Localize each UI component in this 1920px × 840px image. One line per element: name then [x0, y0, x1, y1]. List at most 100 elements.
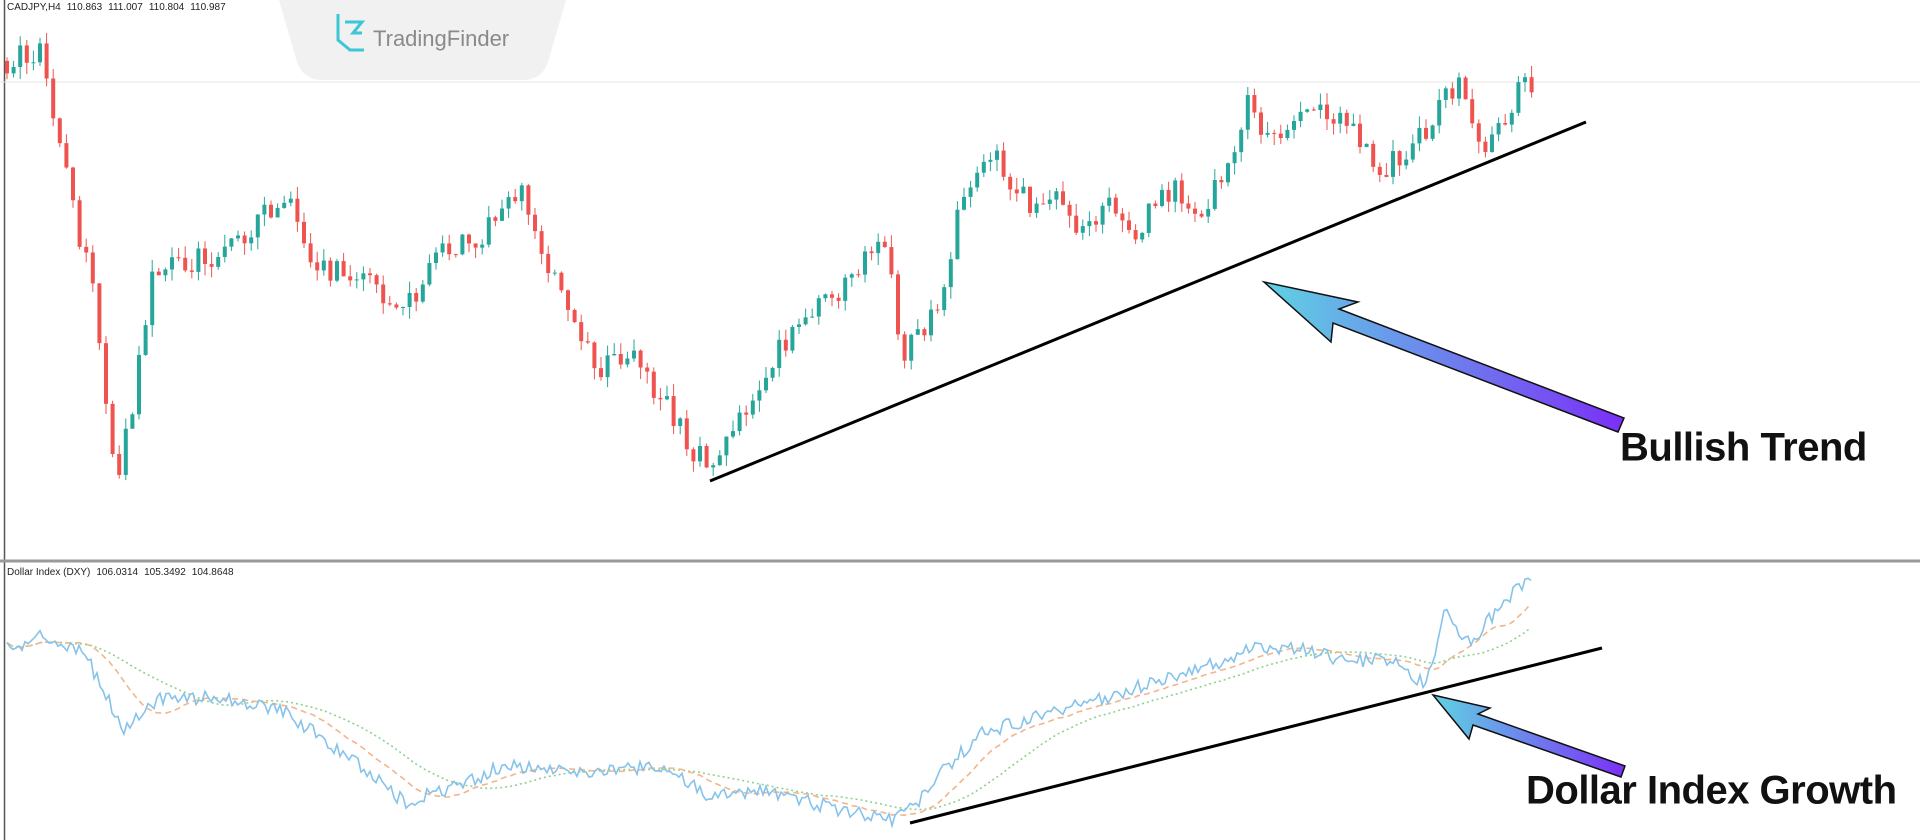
candle-body — [1311, 109, 1316, 111]
candle-body — [975, 172, 980, 188]
candle-body — [1014, 189, 1019, 194]
candle-body — [1061, 191, 1065, 205]
candle-body — [1523, 77, 1527, 83]
candle-body — [645, 367, 650, 372]
candle-body — [1490, 134, 1494, 153]
candle-body — [163, 269, 168, 276]
candle-body — [269, 204, 273, 218]
candle-body — [823, 294, 828, 299]
candle-body — [401, 306, 405, 308]
candle-body — [18, 45, 23, 67]
candle-body — [1463, 77, 1468, 100]
candle-body — [764, 377, 768, 391]
trend-arrow — [1261, 280, 1625, 433]
candle-body — [170, 257, 174, 270]
dxy-arrow — [1431, 693, 1626, 778]
candle-body — [1179, 180, 1184, 204]
candle-body — [1509, 112, 1514, 125]
candle-body — [447, 243, 452, 255]
candle-body — [770, 367, 775, 378]
candle-body — [1252, 95, 1257, 113]
ohlc-value: 110.863 — [67, 2, 103, 13]
candle-body — [71, 167, 75, 201]
logo-backdrop — [279, 0, 566, 80]
candle-body — [1272, 132, 1277, 134]
candle-body — [711, 465, 716, 468]
candle-body — [1443, 88, 1448, 100]
candle-body — [1080, 226, 1085, 233]
candle-body — [31, 62, 36, 64]
candle-body — [783, 339, 788, 351]
candle-body — [222, 246, 227, 257]
candle-body — [315, 262, 320, 271]
candle-body — [717, 455, 722, 466]
candle-body — [64, 143, 69, 168]
indicator-name: Dollar Index (DXY) — [7, 567, 90, 578]
candle-body — [1140, 232, 1145, 240]
candle-body — [962, 196, 966, 210]
candle-body — [143, 325, 148, 355]
candle-body — [176, 257, 181, 259]
candle-body — [500, 208, 504, 221]
candle-body — [255, 214, 260, 238]
candle-body — [1008, 176, 1013, 190]
candle-body — [1344, 112, 1349, 126]
annotation-bullish: Bullish Trend — [1620, 426, 1867, 470]
candle-body — [955, 209, 960, 260]
candle-body — [1351, 123, 1356, 126]
candle-body — [1239, 129, 1244, 153]
trend-line — [709, 120, 1587, 483]
candle-body — [737, 412, 742, 432]
candle-body — [810, 316, 815, 318]
candle-body — [394, 304, 399, 308]
candle-body — [11, 66, 16, 74]
candle-body — [282, 202, 287, 208]
candle-body — [387, 303, 392, 305]
ohlc-value: 111.007 — [108, 2, 143, 13]
candle-body — [1001, 150, 1006, 177]
candle-body — [137, 354, 141, 415]
candle-body — [731, 431, 735, 437]
candle-body — [183, 257, 188, 271]
candle-body — [473, 243, 478, 248]
candle-body — [552, 272, 557, 274]
candle-body — [698, 446, 702, 462]
candle-body — [863, 251, 867, 275]
candle-body — [44, 43, 49, 79]
candle-body — [1245, 95, 1250, 130]
candle-body — [533, 214, 537, 232]
logo-icon — [336, 14, 366, 52]
candle-body — [1232, 152, 1237, 164]
candle-body — [1476, 123, 1481, 142]
candle-body — [1153, 203, 1158, 206]
candle-body — [1021, 186, 1026, 194]
candle-body — [348, 276, 353, 281]
candle-body — [671, 396, 676, 427]
candle-body — [368, 273, 372, 276]
candle-body — [1047, 199, 1052, 204]
candle-body — [599, 368, 603, 378]
candle-body — [381, 284, 386, 304]
candle-body — [440, 243, 445, 253]
candle-body — [658, 397, 663, 400]
candle-body — [262, 204, 267, 215]
candle-body — [420, 284, 425, 302]
candle-body — [1199, 213, 1204, 217]
candle-body — [836, 297, 841, 301]
candle-body — [104, 343, 108, 404]
candle-body — [915, 329, 920, 335]
candle-body — [724, 436, 729, 456]
candle-body — [84, 246, 89, 253]
candle-body — [909, 334, 914, 361]
candle-body — [236, 235, 240, 239]
candle-body — [341, 261, 346, 277]
candle-body — [486, 217, 491, 245]
candle-body — [1067, 204, 1072, 216]
candle-body — [480, 244, 485, 248]
candle-body — [110, 403, 115, 455]
candle-body — [566, 290, 570, 310]
candle-body — [1397, 151, 1402, 166]
price-header: CADJPY,H4 110.863 111.007 110.804 110.987 — [7, 2, 226, 13]
candle-body — [156, 271, 161, 276]
candle-body — [830, 294, 834, 298]
